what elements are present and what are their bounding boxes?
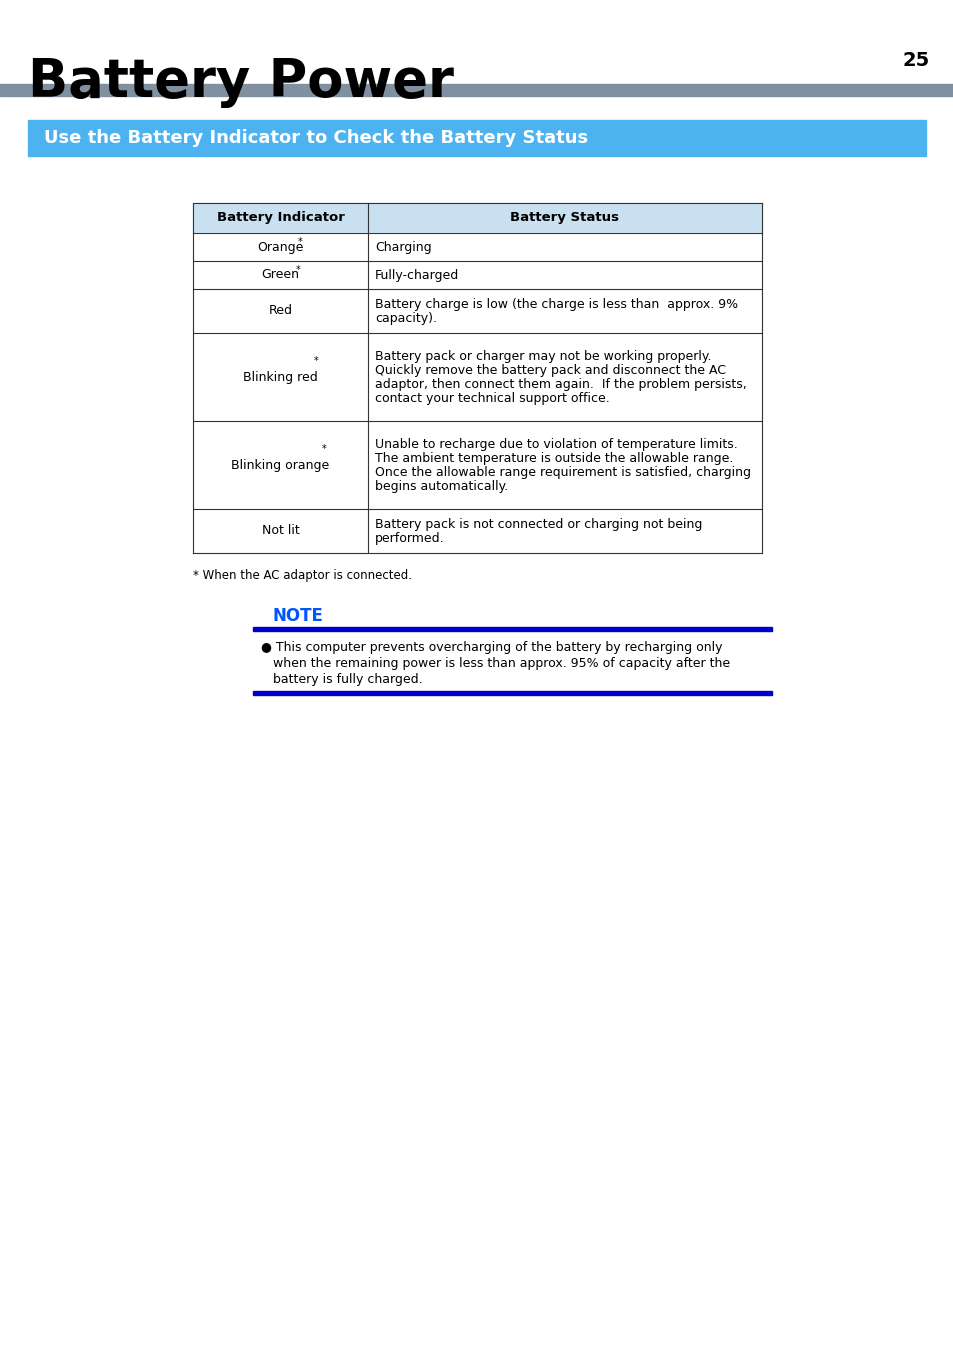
Text: Quickly remove the battery pack and disconnect the AC: Quickly remove the battery pack and disc…	[375, 363, 725, 377]
Bar	[193, 422, 761, 509]
Bar	[193, 203, 761, 232]
Text: Not lit: Not lit	[261, 524, 299, 538]
Text: 25: 25	[902, 51, 929, 70]
Text: adaptor, then connect them again.  If the problem persists,: adaptor, then connect them again. If the…	[375, 378, 746, 390]
Bar	[193, 332, 761, 422]
Text: Battery Power: Battery Power	[28, 55, 454, 108]
Text: begins automatically.: begins automatically.	[375, 480, 508, 493]
Text: Unable to recharge due to violation of temperature limits.: Unable to recharge due to violation of t…	[375, 438, 737, 451]
Text: Orange: Orange	[257, 240, 303, 254]
Bar	[253, 627, 771, 631]
Text: Use the Battery Indicator to Check the Battery Status: Use the Battery Indicator to Check the B…	[44, 128, 587, 147]
Text: The ambient temperature is outside the allowable range.: The ambient temperature is outside the a…	[375, 453, 733, 465]
Text: Green: Green	[261, 269, 299, 281]
Bar	[0, 84, 953, 96]
Text: *: *	[295, 265, 300, 276]
Text: capacity).: capacity).	[375, 312, 436, 326]
Text: performed.: performed.	[375, 532, 444, 544]
Text: when the remaining power is less than approx. 95% of capacity after the: when the remaining power is less than ap…	[261, 657, 729, 670]
Text: Once the allowable range requirement is satisfied, charging: Once the allowable range requirement is …	[375, 466, 750, 480]
Text: *: *	[314, 357, 318, 366]
Bar	[193, 509, 761, 553]
Text: *: *	[321, 444, 326, 454]
Text: NOTE: NOTE	[273, 607, 323, 626]
Text: Blinking orange: Blinking orange	[232, 458, 330, 471]
Text: * When the AC adaptor is connected.: * When the AC adaptor is connected.	[193, 569, 412, 582]
Text: ● This computer prevents overcharging of the battery by recharging only: ● This computer prevents overcharging of…	[261, 640, 721, 654]
Bar	[193, 289, 761, 332]
Text: Battery pack is not connected or charging not being: Battery pack is not connected or chargin…	[375, 517, 701, 531]
Text: Blinking red: Blinking red	[243, 370, 317, 384]
Bar	[253, 690, 771, 694]
Bar	[193, 261, 761, 289]
Text: Battery charge is low (the charge is less than  approx. 9%: Battery charge is low (the charge is les…	[375, 299, 738, 311]
Text: battery is fully charged.: battery is fully charged.	[261, 673, 422, 686]
Text: Fully-charged: Fully-charged	[375, 269, 458, 282]
Text: Battery Indicator: Battery Indicator	[216, 212, 344, 224]
Text: Charging: Charging	[375, 240, 431, 254]
Bar	[193, 232, 761, 261]
Text: Red: Red	[268, 304, 293, 317]
Bar	[28, 120, 925, 155]
Text: contact your technical support office.: contact your technical support office.	[375, 392, 609, 405]
Text: *: *	[297, 236, 302, 247]
Text: Battery pack or charger may not be working properly.: Battery pack or charger may not be worki…	[375, 350, 711, 363]
Text: Battery Status: Battery Status	[510, 212, 618, 224]
